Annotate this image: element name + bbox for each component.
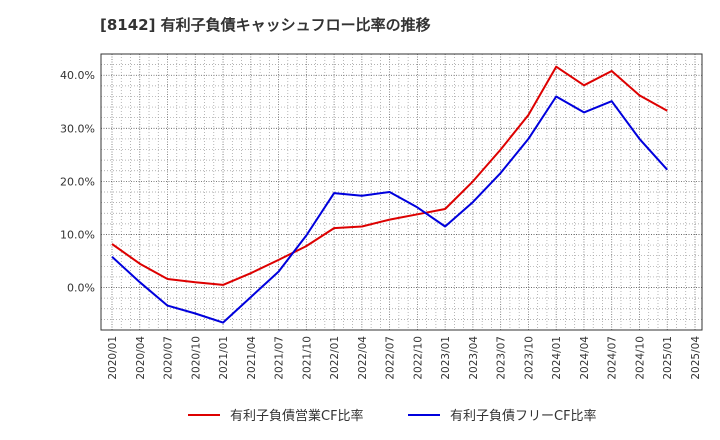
x-tick-label: 2024/07: [607, 336, 619, 380]
x-tick-label: 2021/04: [246, 336, 258, 380]
x-tick-label: 2021/10: [301, 336, 313, 380]
y-tick-label: 20.0%: [60, 175, 95, 188]
x-tick-label: 2020/01: [107, 336, 119, 380]
x-tick-label: 2023/07: [496, 336, 508, 380]
x-tick-label: 2022/10: [412, 336, 424, 380]
y-tick-label: 0.0%: [67, 282, 95, 295]
y-tick-label: 10.0%: [60, 228, 95, 241]
x-tick-label: 2024/10: [634, 336, 646, 380]
legend-label-1: 有利子負債営業CF比率: [230, 408, 364, 424]
x-tick-label: 2021/07: [274, 336, 286, 380]
x-tick-label: 2023/10: [523, 336, 535, 380]
x-tick-label: 2022/07: [385, 336, 397, 380]
x-tick-label: 2020/04: [135, 336, 147, 380]
x-tick-label: 2020/10: [190, 336, 202, 380]
x-tick-label: 2022/01: [329, 336, 341, 380]
series-line-1: [111, 65, 668, 286]
y-tick-label: 30.0%: [60, 122, 95, 135]
legend-label-2: 有利子負債フリーCF比率: [450, 408, 597, 424]
x-tick-label: 2020/07: [163, 336, 175, 380]
x-tick-label: 2025/04: [690, 336, 702, 380]
x-tick-label: 2024/04: [579, 336, 591, 380]
x-tick-label: 2025/01: [662, 336, 674, 380]
y-tick-label: 40.0%: [60, 69, 95, 82]
plot-border: [100, 53, 703, 331]
x-tick-label: 2023/04: [468, 336, 480, 380]
x-tick-label: 2022/04: [357, 336, 369, 380]
series-line-2: [111, 95, 668, 324]
x-tick-label: 2024/01: [551, 336, 563, 380]
x-tick-label: 2023/01: [440, 336, 452, 380]
x-tick-label: 2021/01: [218, 336, 230, 380]
chart-title: [8142] 有利子負債キャッシュフロー比率の推移: [100, 16, 431, 34]
